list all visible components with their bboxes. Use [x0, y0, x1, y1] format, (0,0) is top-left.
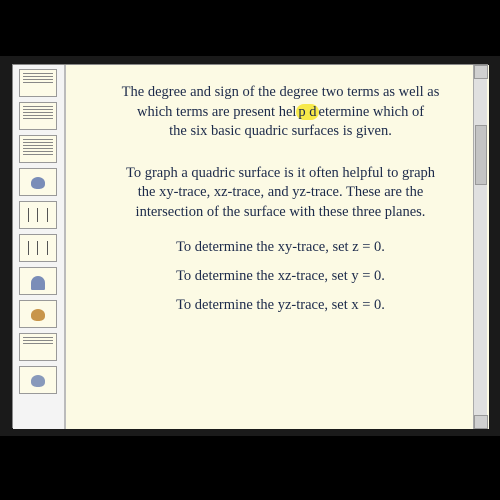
slide-thumbnail[interactable] — [19, 234, 57, 262]
slide-thumbnail[interactable] — [19, 135, 57, 163]
text-line: intersection of the surface with these t… — [136, 204, 426, 220]
highlight-mark: p d — [296, 104, 318, 120]
main-slide: The degree and sign of the degree two te… — [65, 65, 489, 429]
surface-icon — [31, 309, 45, 321]
paraboloid-icon — [31, 276, 45, 290]
graph-icon — [24, 208, 52, 222]
slide-thumbnail[interactable] — [19, 168, 57, 196]
scroll-thumb[interactable] — [475, 125, 487, 185]
text-line: the six basic quadric surfaces is given. — [169, 123, 392, 139]
trace-yz: To determine the yz-trace, set x = 0. — [94, 296, 467, 315]
slide-thumbnail[interactable] — [19, 102, 57, 130]
slide-thumbnail[interactable] — [19, 201, 57, 229]
slide-thumbnail[interactable] — [19, 267, 57, 295]
vertical-scrollbar[interactable] — [473, 65, 487, 429]
ellipsoid-icon — [31, 177, 45, 189]
surface-icon — [31, 375, 45, 387]
scroll-up-button[interactable] — [474, 65, 488, 79]
trace-xz: To determine the xz-trace, set y = 0. — [94, 267, 467, 286]
paragraph-degree: The degree and sign of the degree two te… — [94, 83, 467, 142]
slide-thumbnail[interactable] — [19, 366, 57, 394]
scroll-down-button[interactable] — [474, 415, 488, 429]
paragraph-traces: To graph a quadric surface is it often h… — [94, 164, 467, 223]
text-line: the xy-trace, xz-trace, and yz-trace. Th… — [138, 184, 424, 200]
graph-icon — [24, 241, 52, 255]
text-line: which terms are present help determine w… — [137, 104, 424, 120]
text-line: To graph a quadric surface is it often h… — [126, 165, 435, 181]
slide-thumbnail[interactable] — [19, 300, 57, 328]
video-frame: The degree and sign of the degree two te… — [0, 56, 500, 436]
slide-thumbnail[interactable] — [19, 333, 57, 361]
presentation-window: The degree and sign of the degree two te… — [12, 64, 488, 428]
thumbnail-panel — [13, 65, 65, 429]
trace-xy: To determine the xy-trace, set z = 0. — [94, 238, 467, 257]
slide-thumbnail[interactable] — [19, 69, 57, 97]
text-line: The degree and sign of the degree two te… — [122, 84, 440, 100]
